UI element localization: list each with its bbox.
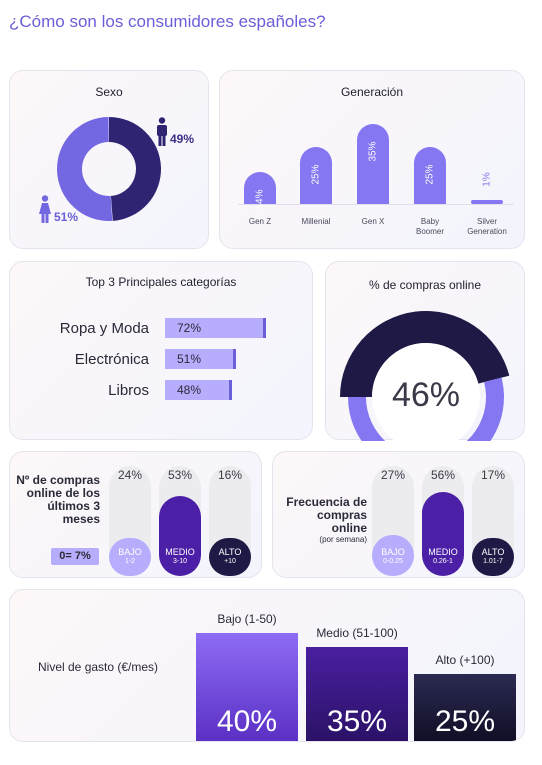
online-card: % de compras online 46% (325, 261, 525, 441)
sexo-title: Sexo (95, 85, 123, 99)
pill-fill: BAJO 1-2 (109, 538, 151, 576)
male-icon (157, 117, 167, 146)
frecuencia-subtitle: (por semana) (319, 535, 367, 544)
donut-slice-male (109, 117, 161, 221)
pill-range: 3-10 (172, 558, 187, 565)
pill-label: ALTO (481, 547, 505, 557)
spend-label: Bajo (1-50) (217, 612, 277, 626)
pill-fill: BAJO 0-0.25 (372, 535, 414, 576)
gen-bar (357, 124, 389, 204)
gen-category-label: Baby Boomer (415, 217, 444, 236)
category-bar (165, 349, 236, 369)
gen-value-label: 25% (310, 164, 322, 185)
gauge-center (372, 343, 480, 441)
online-value: 46% (391, 376, 461, 414)
category-label: Ropa y Moda (59, 320, 149, 337)
pill-range: 1.01-7 (483, 558, 503, 565)
category-value: 48% (177, 383, 202, 397)
pill-percent: 56% (430, 468, 456, 482)
category-label: Libros (108, 382, 149, 399)
gauge-rest (348, 377, 504, 441)
generacion-title: Generación (340, 85, 404, 99)
pill-label: BAJO (118, 547, 142, 557)
pill-percent: 16% (217, 468, 243, 482)
pill-range: 1-2 (124, 558, 136, 565)
gen-bar (471, 200, 503, 204)
gen-category-label: Gen Z (248, 217, 272, 226)
gen-category-label: Gen X (361, 217, 385, 226)
pill-fill: ALTO +10 (209, 538, 251, 576)
page-title: ¿Cómo son los consumidores españoles? (9, 12, 326, 31)
spend-value: 35% (326, 705, 388, 738)
category-value: 51% (177, 352, 202, 366)
pill-range: 0-0.25 (383, 558, 403, 565)
sexo-donut (57, 117, 161, 221)
sexo-card: Sexo 49% 51% (9, 70, 209, 249)
gen-bar (300, 147, 332, 204)
spend-label: Alto (+100) (435, 653, 495, 667)
pill-range: +10 (224, 558, 236, 565)
top3-title: Top 3 Principales categorías (85, 275, 237, 289)
category-label: Electrónica (74, 351, 149, 368)
spend-value: 25% (434, 705, 496, 738)
pill-percent: 53% (167, 468, 193, 482)
category-value: 72% (177, 321, 202, 335)
zero-badge: 0= 7% (51, 548, 99, 565)
gasto-card: Nivel de gasto (€/mes) 40% Bajo (1-50) 35%… (9, 589, 525, 742)
frecuencia-title: Frecuencia de compras online (286, 495, 367, 535)
spend-label: Medio (51-100) (316, 626, 398, 640)
gen-category-label: Millenial (301, 217, 331, 226)
top3-card: Top 3 Principales categorías Ropa y Moda… (9, 261, 313, 440)
pill-fill: ALTO 1.01-7 (472, 538, 514, 576)
spend-bar: 35% (306, 647, 408, 741)
num-compras-card: Nº de compras online de los últimos 3 me… (9, 451, 262, 578)
spend-value: 40% (216, 705, 278, 738)
pill-fill: MEDIO 3-10 (159, 496, 201, 576)
gen-bar (414, 147, 446, 204)
pill-fill: MEDIO 0.26-1 (422, 492, 464, 576)
category-bar (165, 318, 266, 338)
generacion-baseline (238, 204, 514, 205)
pill-label: MEDIO (165, 547, 195, 557)
pill-label: BAJO (381, 547, 405, 557)
pill-percent: 27% (380, 468, 406, 482)
gen-value-label: 14% (254, 189, 266, 210)
female-pct: 51% (54, 210, 79, 224)
spend-bar: 40% (196, 633, 298, 741)
pill-range: 0.26-1 (433, 558, 453, 565)
gen-value-label: 1% (481, 172, 493, 187)
pill-label: ALTO (218, 547, 242, 557)
donut-slice-female (57, 117, 113, 221)
online-title: % de compras online (368, 278, 482, 292)
gen-category-label: Silver Generation (467, 217, 507, 236)
male-pct: 49% (170, 132, 195, 146)
num-compras-title: Nº de compras online de los últimos 3 me… (16, 473, 100, 526)
pill-label: MEDIO (428, 547, 458, 557)
generacion-card: Generación 14% Gen Z 25% Millenial 35% Gen X 2… (219, 70, 525, 249)
gauge-online (340, 310, 510, 397)
female-icon (39, 195, 51, 223)
category-bar (165, 380, 232, 400)
pill-percent: 17% (480, 468, 506, 482)
frecuencia-card: Frecuencia de compras online (por semana… (272, 451, 525, 578)
gen-value-label: 35% (367, 141, 379, 162)
spend-bar: 25% (414, 674, 516, 741)
gasto-title: Nivel de gasto (€/mes) (38, 660, 159, 674)
pill-percent: 24% (117, 468, 143, 482)
online-gauge (340, 310, 510, 441)
gen-bar (244, 172, 276, 204)
gen-value-label: 25% (424, 164, 436, 185)
